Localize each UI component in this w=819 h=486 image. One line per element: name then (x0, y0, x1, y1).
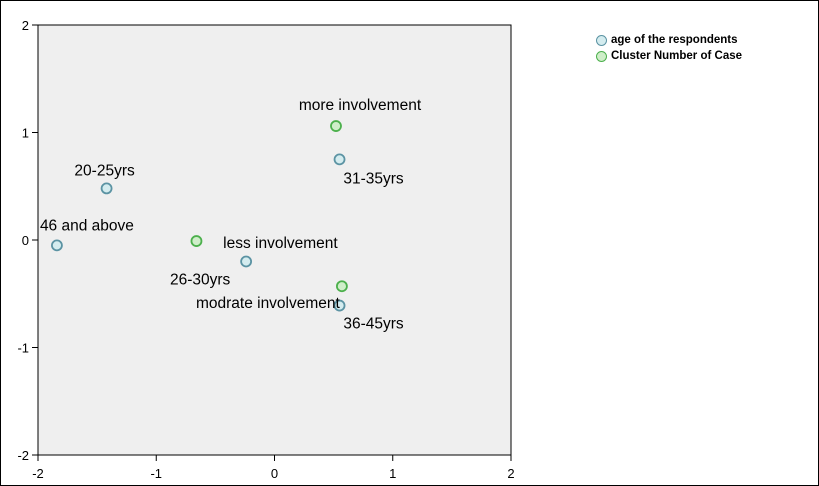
legend-label-age: age of the respondents (611, 34, 738, 46)
y-tick-label: 0 (22, 233, 29, 248)
scatter-point (336, 280, 348, 293)
plot-background (37, 24, 512, 456)
scatter-point (240, 255, 253, 268)
legend-swatch-cluster-icon (596, 50, 607, 62)
y-tick-label: -1 (17, 341, 29, 356)
x-tick-label: -2 (32, 466, 44, 481)
legend: age of the respondents Cluster Number of… (596, 32, 742, 64)
point-label: 20-25yrs (74, 162, 135, 179)
scatter-point (333, 299, 346, 312)
y-tick-label: -2 (17, 448, 29, 463)
x-tick-label: 1 (389, 466, 396, 481)
x-tick-label: -1 (150, 466, 162, 481)
point-label: less involvement (223, 235, 338, 252)
scatter-point (100, 182, 113, 195)
y-tick-label: 1 (22, 126, 29, 141)
legend-swatch-age-icon (596, 34, 607, 46)
legend-label-cluster: Cluster Number of Case (611, 50, 743, 62)
point-label: 46 and above (40, 217, 134, 234)
y-tick-label: 2 (22, 18, 29, 33)
point-label: 26-30yrs (170, 272, 231, 289)
x-tick-label: 0 (271, 466, 278, 481)
scatter-point (330, 120, 342, 132)
scatter-point (51, 239, 63, 252)
x-tick-label: 2 (507, 466, 514, 481)
point-label: 31-35yrs (343, 170, 404, 187)
legend-item-age: age of the respondents (596, 32, 742, 48)
scatter-point (333, 153, 346, 166)
point-label: 36-45yrs (343, 316, 404, 333)
scatter-point (190, 235, 203, 247)
point-label: modrate involvement (196, 295, 341, 312)
legend-item-cluster: Cluster Number of Case (596, 48, 742, 64)
point-label: more involvement (299, 97, 422, 114)
